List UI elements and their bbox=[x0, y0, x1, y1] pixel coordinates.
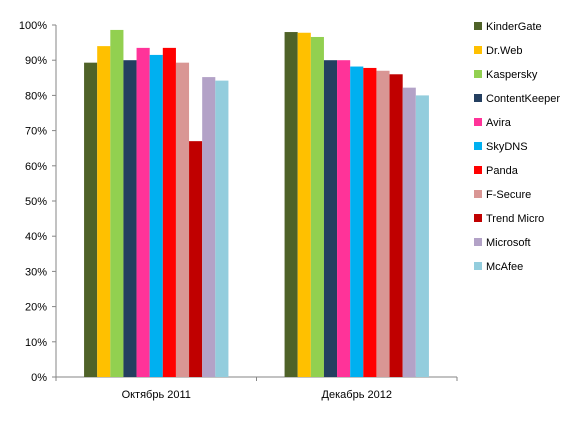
y-tick-label: 60% bbox=[25, 161, 47, 173]
y-tick-label: 80% bbox=[25, 90, 47, 102]
y-tick-label: 0% bbox=[31, 372, 47, 384]
legend-label: F-Secure bbox=[486, 189, 531, 201]
legend-label: Trend Micro bbox=[486, 213, 544, 225]
bar-trend-micro bbox=[389, 74, 403, 377]
legend: KinderGate Dr.Web Kaspersky ContentKeeper Av… bbox=[474, 21, 560, 273]
bar-f-secure bbox=[376, 70, 390, 377]
bar-avira bbox=[136, 47, 150, 377]
bars bbox=[84, 29, 429, 378]
bar-dr-web bbox=[297, 32, 311, 378]
bar-dr-web bbox=[97, 46, 111, 378]
legend-swatch bbox=[474, 70, 482, 78]
y-tick-label: 100% bbox=[19, 20, 47, 32]
y-tick-label: 30% bbox=[25, 266, 47, 278]
y-tick-label: 10% bbox=[25, 337, 47, 349]
legend-label: Panda bbox=[486, 165, 519, 177]
bar-f-secure bbox=[175, 62, 190, 377]
legend-label: Microsoft bbox=[486, 237, 531, 249]
legend-swatch bbox=[474, 142, 482, 150]
bar-kaspersky bbox=[110, 29, 124, 377]
y-tick-label: 50% bbox=[25, 196, 47, 208]
y-tick-label: 90% bbox=[25, 55, 47, 67]
y-tick-label: 70% bbox=[25, 126, 47, 138]
legend-label: Dr.Web bbox=[486, 45, 522, 57]
legend-label: Avira bbox=[486, 117, 512, 129]
legend-label: McAfee bbox=[486, 261, 523, 273]
bar-contentkeeper bbox=[323, 60, 338, 377]
legend-swatch bbox=[474, 190, 482, 198]
bar-mcafee bbox=[415, 95, 429, 378]
bar-contentkeeper bbox=[123, 60, 137, 377]
bar-skydns bbox=[350, 66, 364, 377]
bar-panda bbox=[363, 67, 377, 377]
bar-avira bbox=[337, 60, 351, 377]
legend-swatch bbox=[474, 238, 482, 246]
bar-mcafee bbox=[215, 80, 229, 377]
legend-swatch bbox=[474, 262, 482, 270]
legend-label: KinderGate bbox=[486, 21, 542, 33]
bar-skydns bbox=[149, 54, 163, 378]
legend-label: ContentKeeper bbox=[486, 93, 560, 105]
y-tick-label: 20% bbox=[25, 302, 47, 314]
legend-swatch bbox=[474, 214, 482, 222]
legend-swatch bbox=[474, 166, 482, 174]
x-tick-label: Декабрь 2012 bbox=[322, 389, 392, 401]
bar-microsoft bbox=[402, 87, 416, 377]
bar-panda bbox=[162, 47, 176, 377]
x-tick-label: Октябрь 2011 bbox=[122, 389, 191, 401]
legend-label: Kaspersky bbox=[486, 69, 538, 81]
legend-swatch bbox=[474, 22, 482, 30]
legend-swatch bbox=[474, 46, 482, 54]
bar-trend-micro bbox=[189, 141, 203, 377]
legend-swatch bbox=[474, 94, 482, 102]
y-tick-label: 40% bbox=[25, 231, 47, 243]
bar-kaspersky bbox=[310, 36, 324, 378]
legend-label: SkyDNS bbox=[486, 141, 528, 153]
legend-swatch bbox=[474, 118, 482, 126]
bar-kindergate bbox=[84, 62, 98, 377]
bar-kindergate bbox=[284, 32, 298, 377]
axis-labels: 0% 10% 20% 30% 40% 50% 60% 70% 80% 90% 100% Октябрь… bbox=[19, 20, 392, 401]
bar-microsoft bbox=[202, 77, 216, 377]
